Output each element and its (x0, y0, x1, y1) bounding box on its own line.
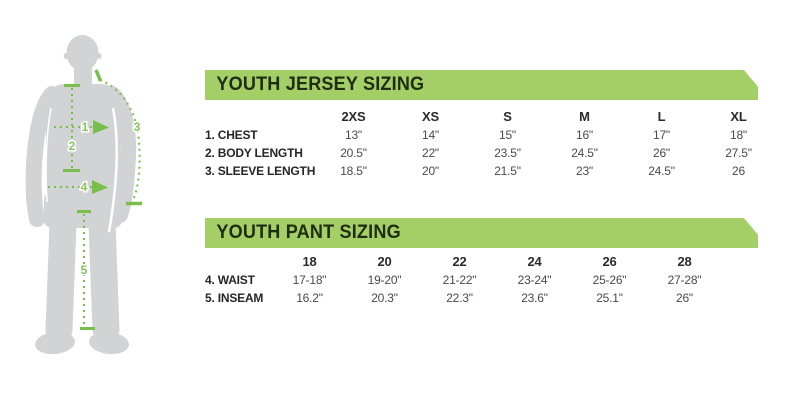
chest-value: 16" (575, 128, 593, 142)
marker-5: 5 (81, 263, 88, 277)
spacer-cell (205, 253, 272, 271)
jersey-size-header: 2XS (341, 109, 366, 124)
jersey-sizing-table: 2XS XS S M L XL 1. CHEST 13" 14" 15" 16"… (205, 108, 777, 180)
jersey-sizing-title: YOUTH JERSEY SIZING (216, 74, 425, 95)
pant-sizing-title: YOUTH PANT SIZING (216, 222, 401, 243)
jersey-row-label-chest: 1. CHEST (205, 128, 258, 142)
marker-2: 2 (69, 139, 76, 153)
sleeve-length-value: 20" (421, 164, 439, 178)
jersey-size-header: XS (422, 109, 439, 124)
inseam-value: 26" (675, 291, 693, 305)
body-length-value: 20.5" (340, 146, 367, 160)
pant-sizing-banner: YOUTH PANT SIZING (205, 218, 758, 248)
sleeve-length-value: 26 (732, 164, 745, 178)
pant-size-header: 18 (302, 254, 317, 269)
sleeve-length-line (99, 79, 141, 202)
waist-value: 25-26" (592, 273, 627, 287)
sleeve-length-value: 23" (575, 164, 593, 178)
chest-value: 15" (498, 128, 516, 142)
body-length-value: 23.5" (494, 146, 521, 160)
waist-value: 17-18" (292, 273, 327, 287)
jersey-sizing-banner: YOUTH JERSEY SIZING (205, 70, 758, 100)
waist-value: 21-22" (442, 273, 477, 287)
pant-size-header: 26 (602, 254, 617, 269)
chest-value: 13" (344, 128, 362, 142)
sleeve-length-value: 18.5" (340, 164, 367, 178)
pant-row-label-inseam: 5. INSEAM (205, 291, 264, 305)
jersey-size-header: XL (730, 109, 747, 124)
measurement-markers: 1 2 3 4 5 (67, 119, 142, 279)
waist-value: 23-24" (517, 273, 552, 287)
sleeve-length-value: 24.5" (648, 164, 675, 178)
body-length-value: 27.5" (725, 146, 752, 160)
pant-size-header: 22 (452, 254, 467, 269)
inseam-value: 22.3" (446, 291, 473, 305)
chest-value: 18" (729, 128, 747, 142)
jersey-row-label-sleeve-length: 3. SLEEVE LENGTH (205, 164, 316, 178)
spacer-cell (205, 108, 315, 126)
marker-3: 3 (134, 120, 141, 134)
pant-sizing-table: 18 20 22 24 26 28 4. WAIST 17-18" 19-20"… (205, 253, 722, 307)
size-guide-figure: 1 2 3 4 5 (0, 0, 200, 400)
chest-value: 14" (421, 128, 439, 142)
figure-svg: 1 2 3 4 5 (25, 35, 142, 355)
pant-size-header: 20 (377, 254, 392, 269)
jersey-size-header: S (503, 109, 512, 124)
marker-4: 4 (81, 180, 88, 194)
pant-size-header: 28 (677, 254, 692, 269)
jersey-size-header: M (579, 109, 590, 124)
waist-value: 27-28" (667, 273, 702, 287)
measurement-lines (48, 69, 142, 330)
jersey-row-label-body-length: 2. BODY LENGTH (205, 146, 303, 160)
inseam-value: 16.2" (296, 291, 323, 305)
chest-value: 17" (652, 128, 670, 142)
person-silhouette-icon (25, 35, 137, 355)
chest-arrow-icon (93, 120, 109, 134)
inseam-value: 25.1" (596, 291, 623, 305)
body-length-value: 22" (421, 146, 439, 160)
jersey-size-header: L (657, 109, 666, 124)
body-length-value: 24.5" (571, 146, 598, 160)
pant-row-label-waist: 4. WAIST (205, 273, 255, 287)
marker-1: 1 (82, 120, 89, 134)
body-length-value: 26" (652, 146, 670, 160)
sleeve-length-value: 21.5" (494, 164, 521, 178)
inseam-value: 20.3" (371, 291, 398, 305)
pant-size-header: 24 (527, 254, 542, 269)
inseam-value: 23.6" (521, 291, 548, 305)
waist-value: 19-20" (367, 273, 402, 287)
silhouette-seams (45, 107, 119, 233)
waist-arrow-icon (92, 180, 108, 194)
